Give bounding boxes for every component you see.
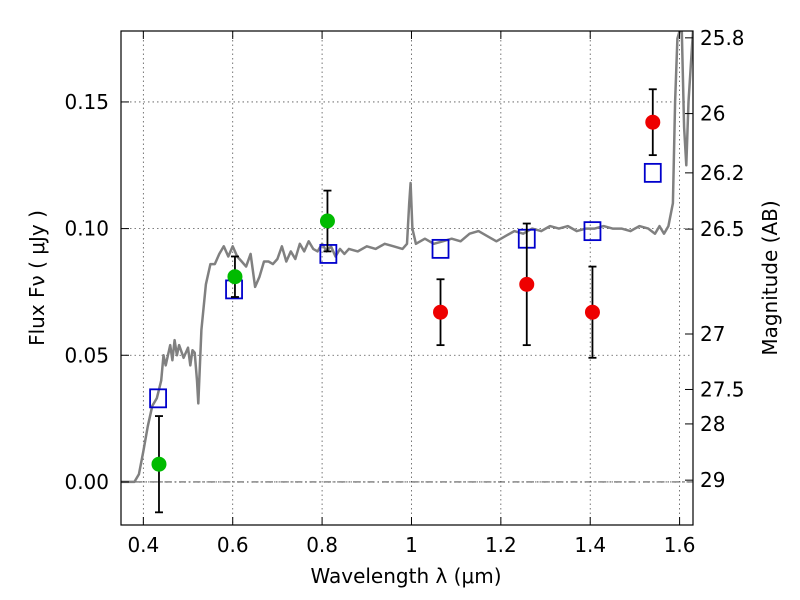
y-tick-label: 0.00 bbox=[64, 470, 109, 494]
plot-background bbox=[121, 31, 693, 525]
y-tick-label: 0.10 bbox=[64, 217, 109, 241]
y-tick-label: 0.05 bbox=[64, 343, 109, 367]
right-tick-label: 29 bbox=[700, 468, 725, 492]
x-tick-label: 1.2 bbox=[485, 533, 517, 557]
green-point bbox=[319, 213, 335, 229]
model-point-square bbox=[431, 238, 450, 259]
right-axis-label: Magnitude (AB) bbox=[758, 200, 782, 355]
x-tick-label: 1.4 bbox=[574, 533, 606, 557]
right-tick-label: 28 bbox=[700, 412, 725, 436]
data-series bbox=[121, 31, 693, 514]
red-point bbox=[645, 114, 661, 130]
model-point-square bbox=[149, 388, 167, 409]
x-axis-label: Wavelength λ (μm) bbox=[310, 564, 501, 588]
model-point-square bbox=[583, 221, 602, 242]
x-tick-label: 1 bbox=[405, 533, 418, 557]
green-point bbox=[227, 269, 243, 285]
right-tick-label: 27.5 bbox=[700, 377, 745, 401]
x-tick-label: 0.6 bbox=[217, 533, 249, 557]
x-tick-label: 1.6 bbox=[664, 533, 696, 557]
y-tick-label: 0.15 bbox=[64, 90, 109, 114]
red-point bbox=[433, 304, 449, 320]
x-tick-label: 0.8 bbox=[306, 533, 338, 557]
green-point bbox=[151, 456, 167, 472]
right-tick-label: 27 bbox=[700, 322, 725, 346]
grid bbox=[121, 31, 693, 525]
right-tick-label: 25.8 bbox=[700, 26, 745, 50]
y-axis-label: Flux Fν ( μJy ) bbox=[25, 210, 49, 346]
model-point-square bbox=[643, 162, 662, 183]
x-tick-label: 0.4 bbox=[127, 533, 159, 557]
plot-frame bbox=[120, 30, 694, 526]
ticks bbox=[121, 31, 693, 525]
spectrum-template-line bbox=[121, 31, 693, 484]
tick-labels: 0.4 0.6 0.8 1 1.2 1.4 1.6 0.00 0.05 0.10 0.15 29 28 2… bbox=[64, 26, 744, 557]
right-tick-label: 26.5 bbox=[700, 217, 745, 241]
red-point bbox=[584, 304, 600, 320]
right-tick-label: 26.2 bbox=[700, 161, 745, 185]
red-point bbox=[519, 276, 535, 292]
right-tick-label: 26 bbox=[700, 102, 725, 126]
